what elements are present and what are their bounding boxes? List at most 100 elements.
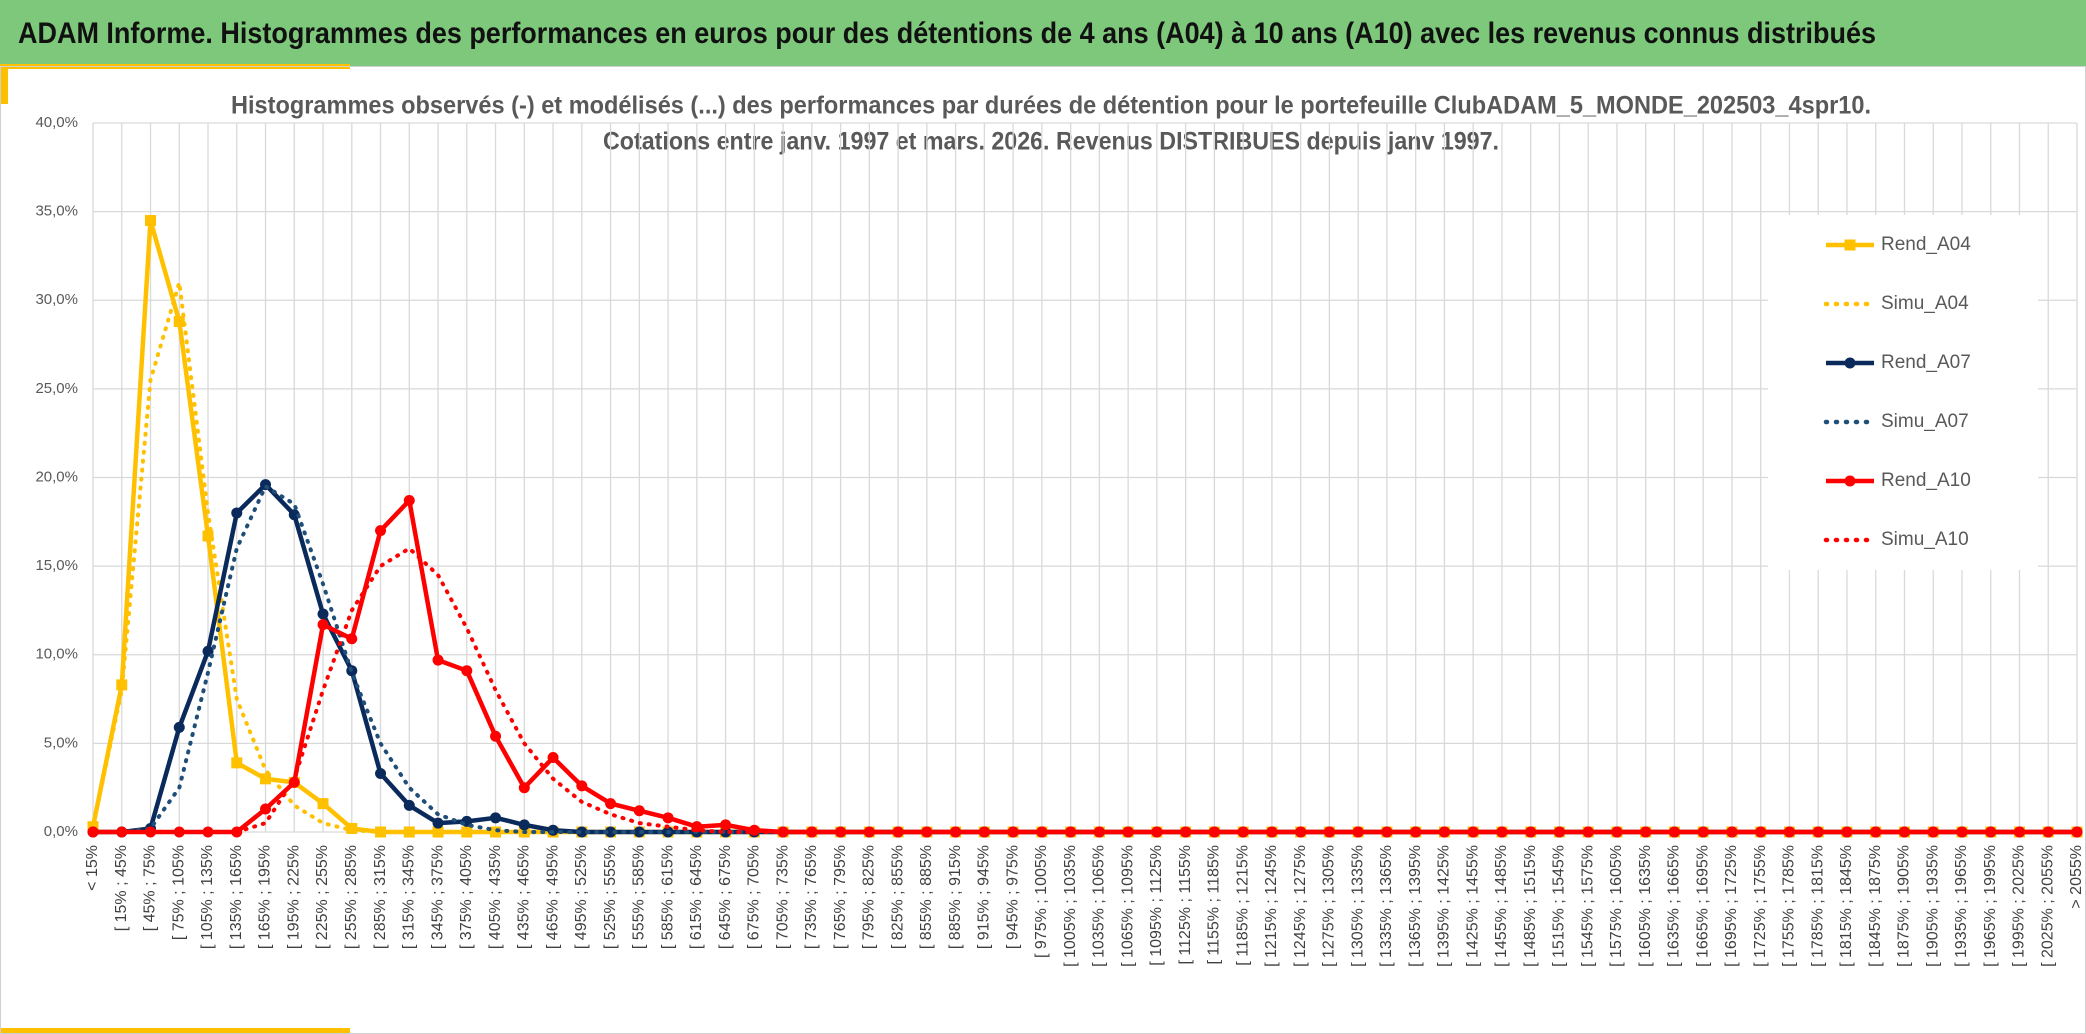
header-bar <box>0 0 2086 66</box>
x-tick-label: < 15% <box>84 845 101 891</box>
point <box>260 773 272 785</box>
y-tick-label: 20,0% <box>35 468 78 485</box>
x-tick-label: [ 1455% ; 1485% <box>1493 845 1510 967</box>
point <box>288 509 300 521</box>
point <box>1927 826 1939 838</box>
x-tick-label: [ 285% ; 315% <box>372 845 389 949</box>
x-tick-label: [ 1065% ; 1095% <box>1119 845 1136 967</box>
x-tick-label: [ 1905% ; 1935% <box>1924 845 1941 967</box>
point <box>1611 826 1623 838</box>
x-tick-label: [ 75% ; 105% <box>170 845 187 940</box>
x-tick-label: [ 1305% ; 1335% <box>1349 845 1366 967</box>
y-tick-label: 25,0% <box>35 380 78 397</box>
x-tick-label: [ 645% ; 675% <box>717 845 734 949</box>
x-tick-label: [ 945% ; 975% <box>1004 845 1021 949</box>
point <box>576 780 588 792</box>
point <box>662 812 674 824</box>
y-tick-label: 40,0% <box>35 114 78 131</box>
y-tick-label: 35,0% <box>35 203 78 220</box>
x-tick-label: [ 1005% ; 1035% <box>1062 845 1079 967</box>
point <box>173 316 185 328</box>
point <box>461 665 473 677</box>
x-tick-label: [ 975% ; 1005% <box>1033 845 1050 958</box>
point <box>720 819 732 831</box>
point <box>1295 826 1307 838</box>
x-tick-label: [ 855% ; 885% <box>918 845 935 949</box>
x-tick-label: [ 615% ; 645% <box>688 845 705 949</box>
point <box>317 619 329 631</box>
point <box>346 633 358 645</box>
x-tick-label: [ 1215% ; 1245% <box>1263 845 1280 967</box>
point <box>605 826 617 838</box>
x-tick-label: [ 735% ; 765% <box>803 845 820 949</box>
x-tick-label: [ 375% ; 405% <box>458 845 475 949</box>
x-tick-label: [ 1245% ; 1275% <box>1292 845 1309 967</box>
x-tick-label: [ 1875% ; 1905% <box>1896 845 1913 967</box>
accent <box>0 64 8 104</box>
x-tick-label: [ 345% ; 375% <box>429 845 446 949</box>
x-tick-label: [ 1095% ; 1125% <box>1148 845 1165 966</box>
x-tick-label: [ 1395% ; 1425% <box>1436 845 1453 967</box>
x-tick-label: [ 705% ; 735% <box>774 845 791 949</box>
point <box>2071 826 2083 838</box>
x-tick-label: [ 765% ; 795% <box>832 845 849 949</box>
legend-label: Simu_A07 <box>1881 411 1969 432</box>
x-tick-label: [ 1155% ; 1185% <box>1206 845 1223 965</box>
point <box>1180 826 1192 838</box>
point <box>432 654 444 666</box>
x-tick-label: [ 195% ; 225% <box>285 845 302 949</box>
point <box>375 525 387 537</box>
x-tick-label: [ 795% ; 825% <box>861 845 878 949</box>
point <box>1036 826 1048 838</box>
point <box>403 495 415 507</box>
point <box>863 826 875 838</box>
x-tick-label: [ 1815% ; 1845% <box>1838 845 1855 967</box>
y-tick-label: 30,0% <box>35 291 78 308</box>
point <box>1844 475 1856 487</box>
legend-box <box>1768 215 2038 570</box>
header-title: ADAM Informe. Histogrammes des performan… <box>18 17 1876 50</box>
x-tick-label: [ 1605% ; 1635% <box>1637 845 1654 967</box>
x-tick-label: [ 105% ; 135% <box>199 845 216 949</box>
x-tick-label: [ 1035% ; 1065% <box>1091 845 1108 967</box>
x-tick-label: [ 1125% ; 1155% <box>1177 845 1194 965</box>
point <box>231 757 243 769</box>
x-tick-label: [ 885% ; 915% <box>947 845 964 949</box>
point <box>173 721 185 733</box>
point <box>432 826 444 838</box>
point <box>260 803 272 815</box>
point <box>1582 826 1594 838</box>
legend-label: Simu_A10 <box>1881 529 1969 550</box>
x-tick-label: [ 1545% ; 1575% <box>1579 845 1596 967</box>
chart-title: Cotations entre janv. 1997 et mars. 2026… <box>603 128 1499 156</box>
accent <box>0 1028 350 1034</box>
point <box>173 826 185 838</box>
x-tick-label: [ 45% ; 75% <box>142 845 159 931</box>
x-tick-label: [ 1635% ; 1665% <box>1666 845 1683 967</box>
point <box>518 782 530 794</box>
point <box>1844 357 1856 369</box>
x-tick-label: [ 1365% ; 1395% <box>1407 845 1424 967</box>
x-tick-label: [ 135% ; 165% <box>228 845 245 949</box>
point <box>490 730 502 742</box>
point <box>1323 826 1335 838</box>
point <box>202 530 214 542</box>
x-tick-label: [ 1425% ; 1455% <box>1464 845 1481 967</box>
point <box>576 826 588 838</box>
point <box>1870 826 1882 838</box>
series-line <box>91 546 2079 834</box>
point <box>547 752 559 764</box>
x-tick-label: [ 165% ; 195% <box>257 845 274 949</box>
point <box>633 805 645 817</box>
point <box>1467 826 1479 838</box>
point <box>145 214 157 226</box>
y-tick-label: 0,0% <box>44 823 78 840</box>
chart-title: Histogrammes observés (-) et modélisés (… <box>231 92 1871 120</box>
point <box>317 608 329 620</box>
legend-label: Rend_A04 <box>1881 234 1971 255</box>
legend-label: Simu_A04 <box>1881 293 1969 314</box>
point <box>403 799 415 811</box>
